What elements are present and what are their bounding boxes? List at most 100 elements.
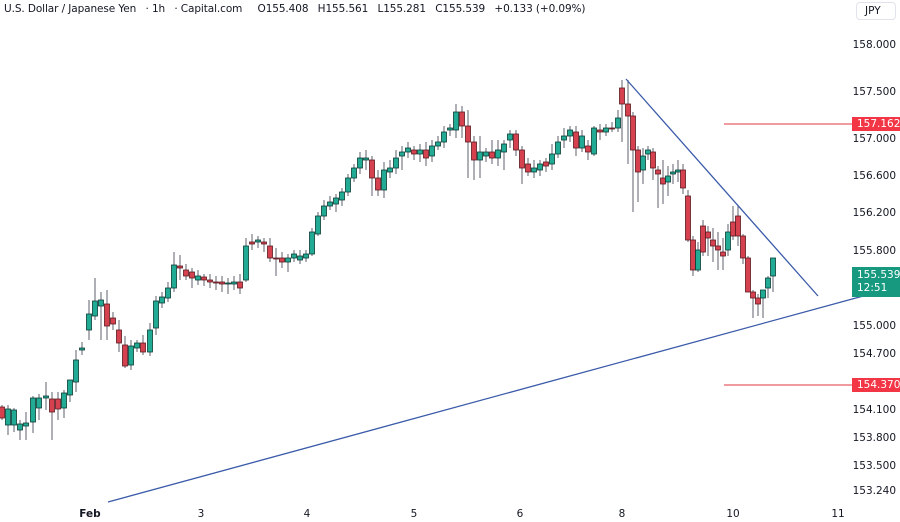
bearish-candle (685, 195, 691, 241)
bullish-candle (61, 392, 67, 409)
source-label: Capital.com (180, 3, 243, 15)
bullish-candle (429, 145, 435, 157)
bearish-candle (519, 149, 525, 169)
bullish-candle (765, 277, 771, 289)
bearish-candle (489, 151, 495, 159)
last-price-tag: 155.539 12:51 (852, 267, 900, 297)
ohlc-high: H155.561 (317, 3, 369, 15)
price-tick-label: 153.500 (852, 460, 896, 473)
bullish-candle (159, 296, 165, 304)
level-price-tag: 154.370 (852, 378, 900, 392)
bullish-candle (760, 289, 766, 299)
bullish-candle (399, 151, 405, 157)
bullish-candle (695, 249, 701, 271)
time-tick-label: 6 (516, 508, 524, 520)
bullish-candle (5, 408, 11, 426)
bearish-candle (375, 177, 381, 191)
bullish-candle (555, 141, 561, 155)
bullish-candle (507, 133, 513, 141)
price-tick-label: 153.800 (852, 432, 896, 445)
bullish-candle (17, 423, 23, 431)
bullish-candle (171, 264, 177, 289)
bar-countdown: 12:51 (857, 282, 888, 294)
bullish-candle (549, 153, 555, 165)
bearish-candle (585, 145, 591, 153)
bearish-candle (720, 251, 726, 257)
bullish-candle (315, 215, 321, 235)
bearish-candle (213, 281, 219, 284)
bearish-candle (0, 406, 5, 419)
bearish-candle (705, 231, 711, 239)
bullish-candle (303, 253, 309, 259)
price-tick-label: 157.500 (852, 85, 896, 98)
bearish-candle (183, 269, 189, 277)
bullish-candle (153, 300, 159, 329)
bullish-candle (339, 191, 345, 201)
level-price-tag: 157.162 (852, 117, 900, 131)
bearish-candle (573, 131, 579, 149)
bullish-candle (501, 143, 507, 153)
bullish-candle (645, 149, 651, 155)
bearish-candle (680, 169, 686, 189)
bullish-candle (333, 197, 339, 205)
bullish-candle (195, 275, 201, 281)
symbol-name[interactable]: U.S. Dollar / Japanese Yen · 1h · Capita… (4, 3, 243, 15)
bearish-candle (465, 125, 471, 143)
bearish-candle (369, 159, 375, 179)
price-tick-label: 155.800 (852, 244, 896, 257)
bearish-candle (735, 215, 741, 237)
bullish-candle (243, 245, 249, 281)
bullish-candle (417, 149, 423, 155)
bearish-candle (730, 221, 736, 237)
price-tick-label: 153.240 (852, 484, 896, 497)
bearish-candle (609, 127, 615, 130)
bearish-candle (597, 129, 603, 133)
bearish-candle (189, 271, 195, 279)
bullish-candle (447, 127, 453, 131)
bearish-candle (619, 87, 625, 105)
price-tick-label: 155.000 (852, 319, 896, 332)
bullish-candle (128, 345, 134, 366)
ohlc-close: C155.539 (435, 3, 486, 15)
bullish-candle (36, 397, 42, 409)
bullish-candle (165, 287, 171, 299)
bearish-candle (110, 317, 116, 325)
bullish-candle (11, 409, 17, 426)
bearish-candle (650, 151, 656, 169)
bullish-candle (579, 135, 585, 149)
bearish-candle (273, 257, 279, 260)
bearish-candle (459, 111, 465, 127)
bearish-candle (745, 257, 751, 293)
interval-label: 1h (151, 3, 166, 15)
bearish-candle (750, 291, 756, 299)
ascending-support-trendline (107, 285, 900, 503)
bullish-candle (309, 231, 315, 255)
bearish-candle (423, 149, 429, 159)
bearish-candle (710, 239, 716, 247)
bullish-candle (255, 239, 261, 243)
currency-button[interactable]: JPY (856, 2, 896, 20)
bullish-candle (23, 422, 29, 427)
time-tick-label: 8 (618, 508, 626, 520)
bullish-candle (357, 157, 363, 169)
bullish-candle (297, 255, 303, 261)
bullish-candle (321, 205, 327, 217)
bearish-candle (49, 398, 55, 413)
bearish-candle (279, 257, 285, 263)
bullish-candle (43, 395, 49, 399)
bullish-candle (381, 169, 387, 191)
bullish-candle (291, 253, 297, 259)
ohlc-open: O155.408 (257, 3, 309, 15)
bullish-candle (285, 257, 291, 263)
bearish-candle (411, 149, 417, 155)
bullish-candle (405, 147, 411, 153)
time-tick-label: 3 (197, 508, 205, 520)
bullish-candle (567, 129, 573, 137)
price-tick-label: 154.100 (852, 404, 896, 417)
bullish-candle (73, 359, 79, 383)
bearish-candle (122, 344, 128, 367)
time-tick-label: 11 (831, 508, 845, 520)
bullish-candle (147, 329, 153, 353)
bullish-candle (30, 397, 36, 423)
